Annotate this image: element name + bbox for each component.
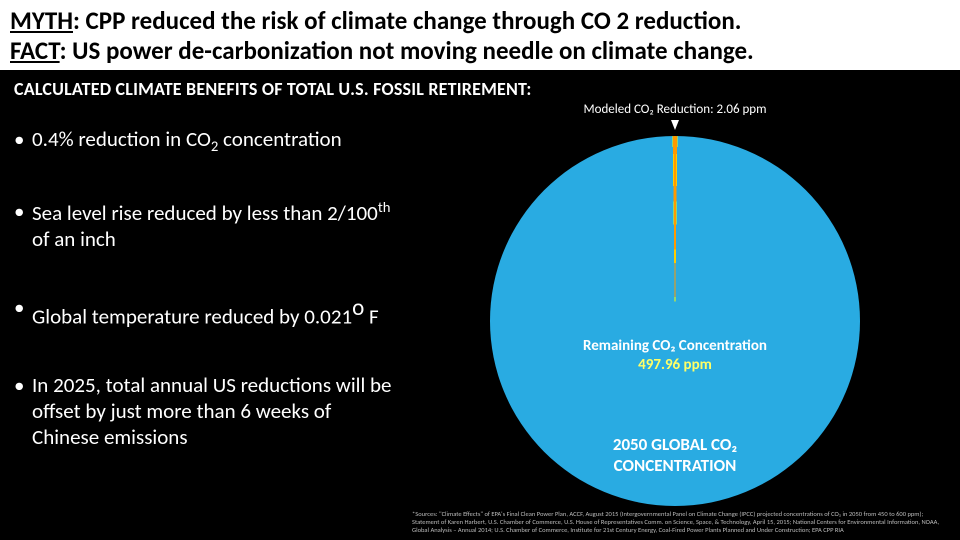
bullet-item: In 2025, total annual US reductions will…	[14, 372, 394, 451]
myth-label: MYTH	[10, 5, 73, 36]
bullet-item: Sea level rise reduced by less than 2/10…	[14, 198, 394, 253]
body: CALCULATED CLIMATE BENEFITS OF TOTAL U.S…	[0, 72, 960, 540]
fact-text: : US power de-carbonization not moving n…	[60, 35, 754, 66]
header: MYTH: CPP reduced the risk of climate ch…	[0, 0, 960, 70]
fact-label: FACT	[10, 35, 60, 66]
fact-line: FACT: US power de-carbonization not movi…	[10, 36, 950, 66]
bullet-list: 0.4% reduction in CO2 concentration Sea …	[14, 126, 394, 493]
arrow-down-icon	[671, 120, 679, 130]
pie-chart: Modeled CO₂ Reduction: 2.06 ppm Remainin…	[400, 102, 950, 522]
caption-line1: 2050 GLOBAL CO₂	[613, 434, 737, 455]
bullet-item: 0.4% reduction in CO2 concentration	[14, 126, 394, 156]
bullet-item: Global temperature reduced by 0.021o F	[14, 294, 394, 330]
chart-caption: 2050 GLOBAL CO₂ CONCENTRATION	[400, 434, 950, 477]
myth-text: : CPP reduced the risk of climate change…	[73, 5, 741, 36]
chart-top-label: Modeled CO₂ Reduction: 2.06 ppm	[400, 102, 950, 117]
myth-line: MYTH: CPP reduced the risk of climate ch…	[10, 6, 950, 36]
slide: MYTH: CPP reduced the risk of climate ch…	[0, 0, 960, 540]
sources-footnote: *Sources: "Climate Effects" of EPA's Fin…	[412, 510, 952, 534]
body-title: CALCULATED CLIMATE BENEFITS OF TOTAL U.S…	[14, 78, 532, 100]
remaining-value: 497.96 ppm	[400, 356, 950, 376]
caption-line2: CONCENTRATION	[614, 455, 737, 476]
remaining-label: Remaining CO₂ Concentration	[400, 337, 950, 357]
